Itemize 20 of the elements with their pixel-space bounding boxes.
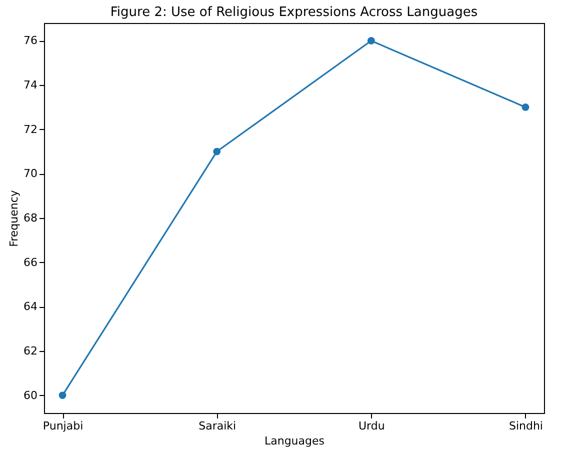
chart-title: Figure 2: Use of Religious Expressions Across Languages xyxy=(110,5,478,20)
y-tick-label: 74 xyxy=(24,78,38,92)
x-tick-label: Urdu xyxy=(358,420,385,432)
y-tick-label: 62 xyxy=(24,344,38,358)
y-tick-label: 68 xyxy=(24,212,38,224)
y-tick-label: 72 xyxy=(24,122,38,136)
point xyxy=(58,392,66,399)
x-axis-title: Languages xyxy=(264,434,325,448)
point xyxy=(367,37,375,44)
y-tick-label: 70 xyxy=(24,167,38,180)
y-tick-label: 66 xyxy=(24,256,38,269)
x-tick-label: Saraiki xyxy=(198,420,236,432)
y-tick-label: 76 xyxy=(24,34,38,48)
x-tick-label: Punjabi xyxy=(42,420,84,432)
point xyxy=(213,148,221,156)
y-tick-label: 60 xyxy=(24,388,38,402)
x-tick-label: Sindhi xyxy=(508,420,543,432)
point xyxy=(522,104,530,111)
y-tick-label: 64 xyxy=(24,300,38,314)
y-axis-title: Frequency xyxy=(8,190,21,247)
